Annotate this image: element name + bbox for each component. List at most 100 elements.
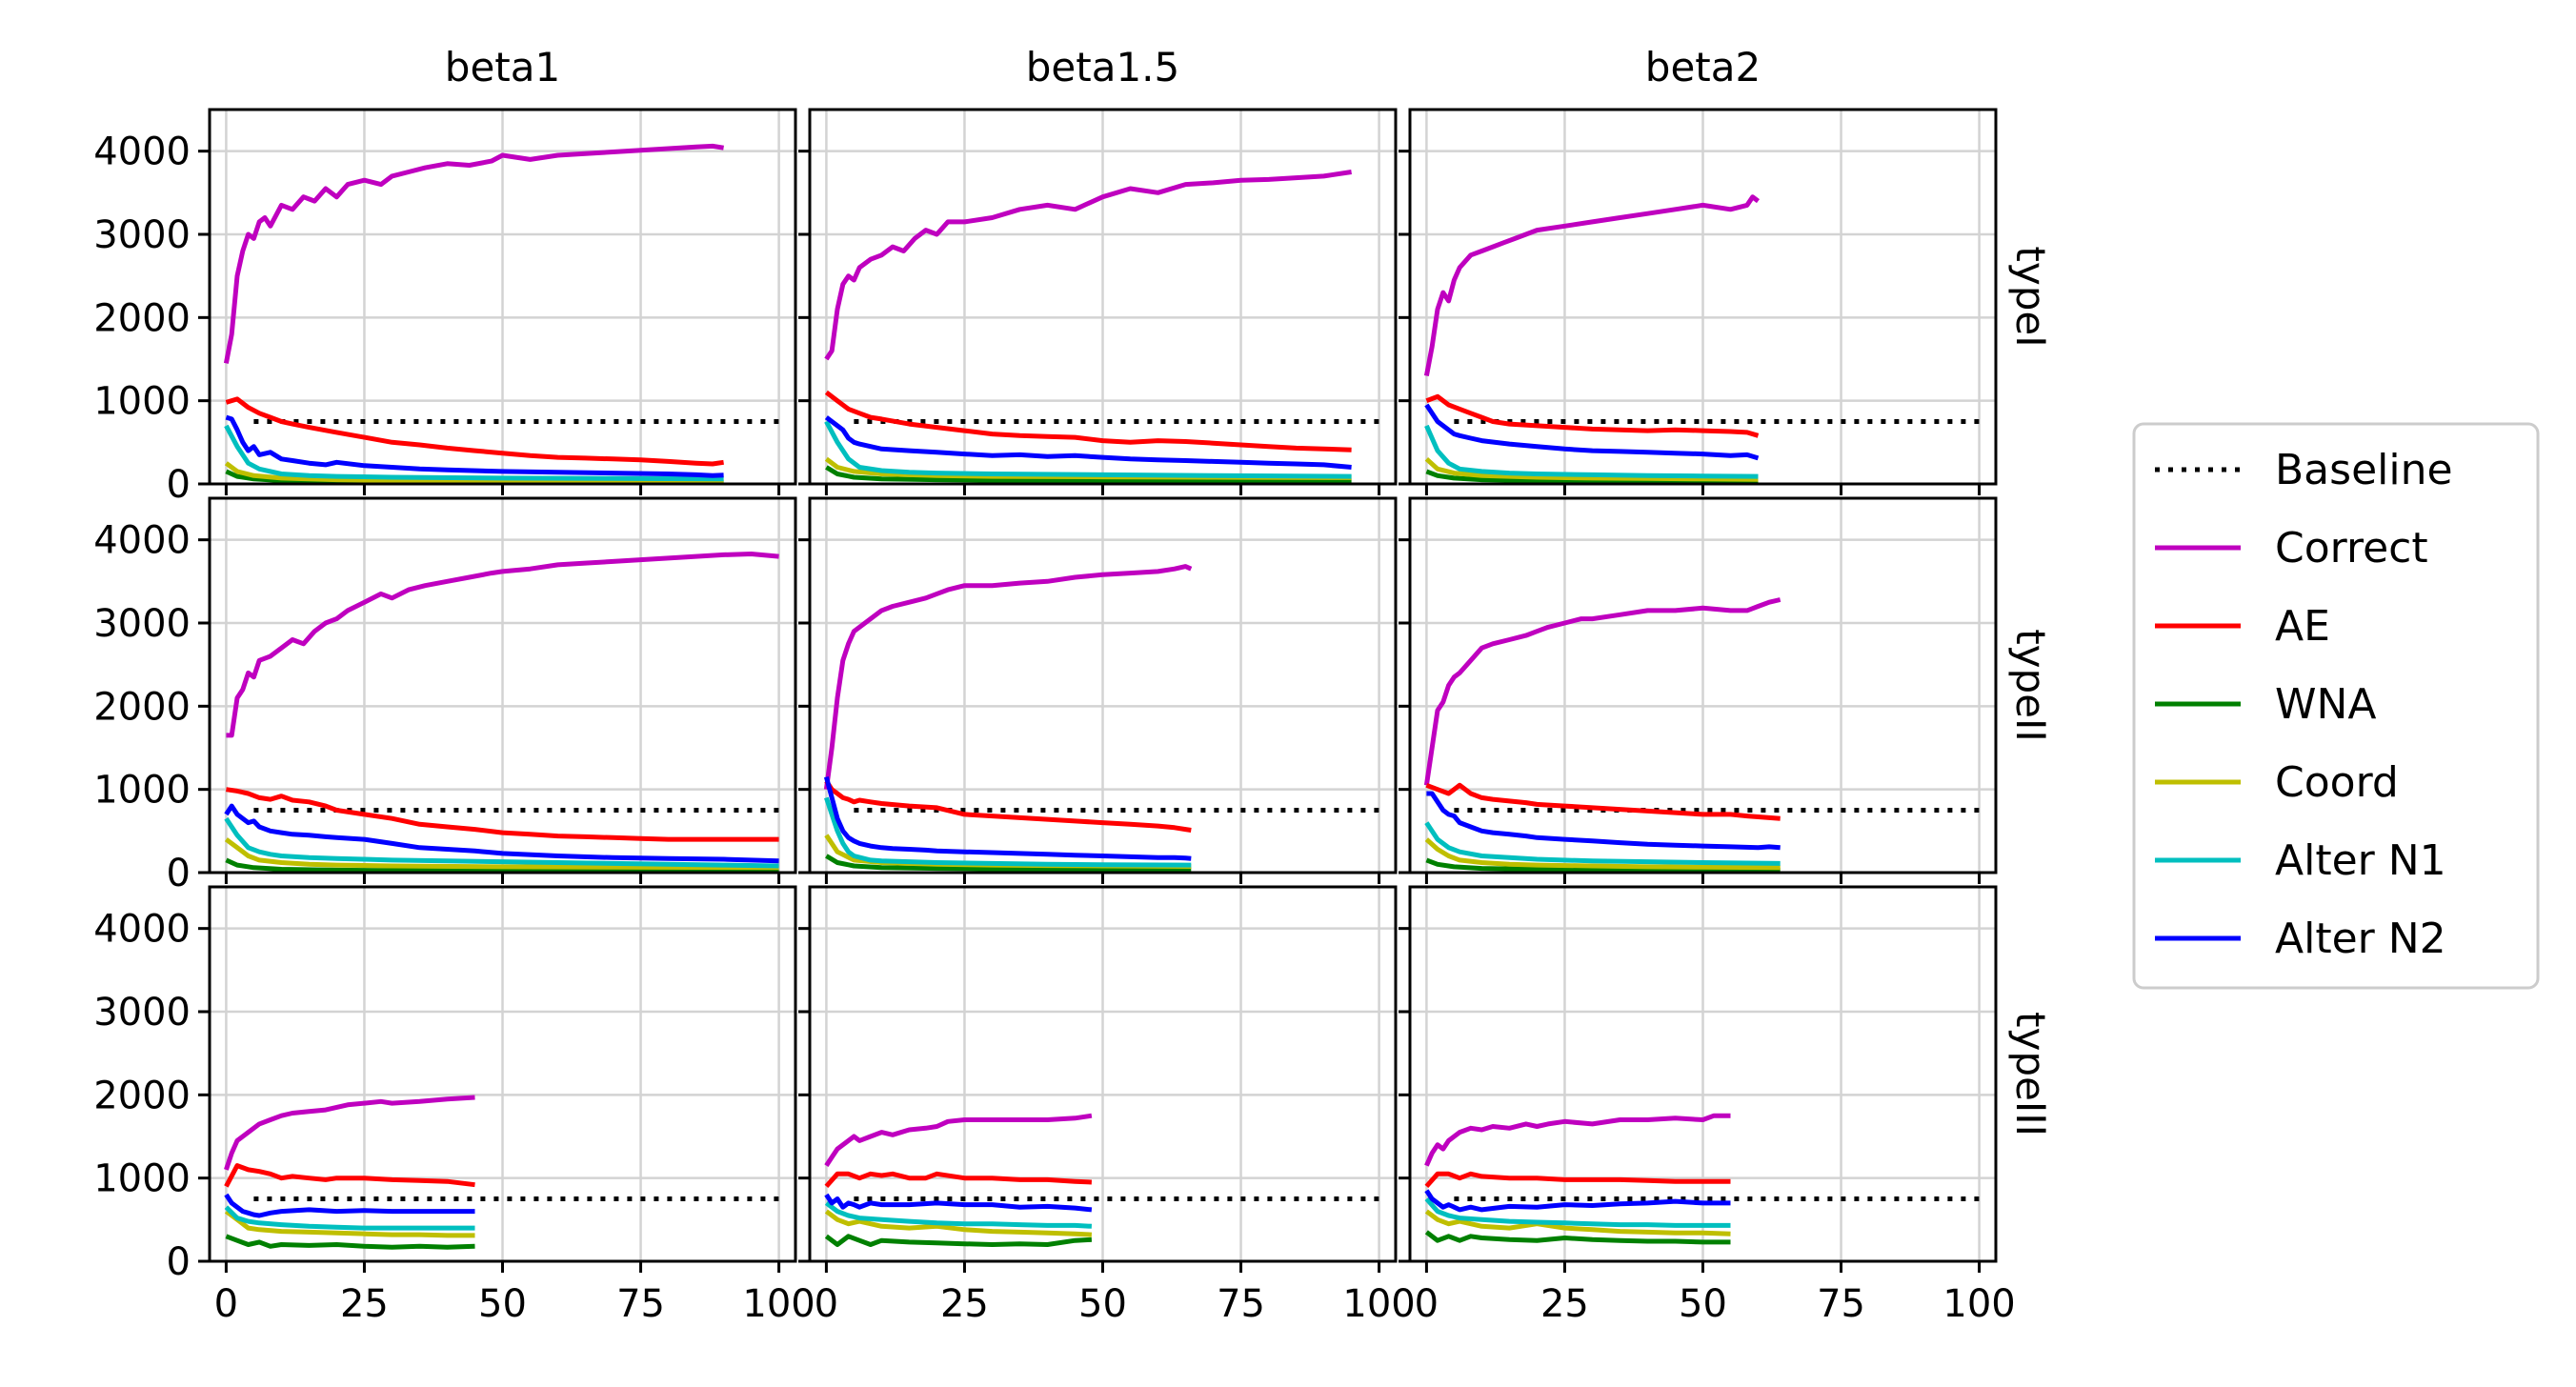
series-line-correct [223, 143, 724, 364]
series-line-ae [824, 1171, 1093, 1189]
y-tick-label: 3000 [93, 991, 191, 1035]
series-line-ae [224, 1163, 475, 1188]
series-group [1423, 194, 1980, 484]
x-tick-label: 0 [1415, 1282, 1439, 1326]
x-tick-label: 100 [1942, 1282, 2015, 1326]
x-tick-label: 100 [1342, 1282, 1415, 1326]
legend-label: WNA [2275, 680, 2377, 729]
series-line-coord [1424, 1209, 1731, 1236]
series-line-correct [1423, 597, 1781, 786]
y-tick-label: 2000 [93, 1074, 191, 1117]
y-tick-label: 3000 [93, 213, 191, 257]
series-line-alter-n1 [1424, 821, 1781, 866]
series-line-alter-n1 [224, 424, 724, 482]
series-line-wna [825, 854, 1192, 873]
series-line-alter-n2 [225, 414, 724, 478]
row-title: typeI [2007, 246, 2054, 347]
series-line-alter-n1 [224, 816, 779, 869]
legend-label: AE [2275, 602, 2330, 651]
y-tick-label: 1000 [93, 769, 191, 813]
panel-typeI-beta1: 0 1000 2000 3000 4000 beta1 [93, 44, 797, 507]
series-line-ae [225, 396, 724, 467]
x-tick-label: 0 [214, 1282, 238, 1326]
series-group [223, 143, 779, 484]
series-line-correct [824, 1113, 1093, 1167]
series-line-correct [1423, 194, 1761, 376]
x-tick-label: 50 [1078, 1282, 1127, 1326]
column-title: beta1 [445, 44, 560, 90]
series-group [824, 170, 1379, 484]
series-line-alter-n2 [224, 803, 779, 864]
series-line-coord [224, 1209, 475, 1238]
x-tick-label: 25 [340, 1282, 389, 1326]
panel-typeI-beta2: beta2 typeI [1399, 44, 2054, 495]
y-tick-label: 3000 [93, 602, 191, 646]
x-tick-label: 50 [1679, 1282, 1727, 1326]
series-line-wna [825, 465, 1352, 484]
x-tick-label: 25 [1540, 1282, 1589, 1326]
row-title: typeIII [2007, 1012, 2054, 1136]
y-tick-label: 2000 [93, 685, 191, 729]
series-line-correct [1424, 1113, 1731, 1167]
x-tick-label: 50 [478, 1282, 527, 1326]
series-line-alter-n2 [824, 415, 1352, 470]
series-line-correct [226, 552, 779, 738]
series-line-coord [1424, 837, 1781, 871]
y-tick-label: 4000 [93, 908, 191, 952]
x-tick-label: 75 [1817, 1282, 1865, 1326]
series-line-alter-n2 [1426, 791, 1781, 851]
y-tick-label: 2000 [93, 296, 191, 340]
legend-label: Baseline [2275, 446, 2453, 494]
panel-typeIII-beta1: 0 1000 2000 3000 4000 0 25 50 75 100 [93, 885, 815, 1326]
x-tick-label: 75 [616, 1282, 665, 1326]
y-tick-label: 0 [167, 463, 191, 507]
legend-label: Coord [2275, 758, 2399, 807]
y-tick-label: 4000 [93, 519, 191, 563]
series-line-correct [823, 564, 1193, 791]
series-line-correct [224, 1095, 475, 1171]
series-group [1423, 597, 1980, 873]
series-line-alter-n2 [1424, 403, 1760, 461]
y-tick-label: 1000 [93, 380, 191, 424]
series-group [823, 564, 1379, 873]
legend-label: Correct [2275, 524, 2428, 573]
panel-typeII-beta1.5 [798, 496, 1398, 884]
series-line-ae [1425, 393, 1760, 438]
x-tick-label: 25 [940, 1282, 989, 1326]
panel-typeI-beta1.5: beta1.5 [798, 44, 1398, 495]
legend-label: Alter N1 [2275, 836, 2446, 885]
series-line-wna [1425, 469, 1759, 484]
legend-frame [2132, 422, 2540, 990]
series-line-coord [1424, 456, 1759, 482]
series-line-alter-n2 [224, 1193, 475, 1218]
series-line-ae [1425, 782, 1781, 821]
series-group [1424, 1113, 1980, 1245]
column-title: beta2 [1645, 44, 1761, 90]
y-tick-label: 1000 [93, 1157, 191, 1201]
series-line-alter-n1 [824, 420, 1352, 479]
series-line-wna [824, 1234, 1093, 1247]
x-tick-label: 75 [1217, 1282, 1265, 1326]
y-tick-label: 0 [167, 852, 191, 895]
series-line-wna [225, 1234, 475, 1250]
y-tick-label: 0 [167, 1240, 191, 1284]
panel-typeIII-beta1.5: 0 25 50 75 100 [798, 885, 1416, 1326]
y-tick-label: 4000 [93, 131, 191, 174]
series-line-wna [225, 857, 779, 873]
series-line-coord [824, 1209, 1093, 1237]
legend: Baseline Correct AE WNA Coord Alter N1 Alter N… [2132, 422, 2540, 990]
panel-typeIII-beta2: 0 25 50 75 100 typeIII [1399, 885, 2054, 1326]
series-line-alter-n1 [224, 1205, 475, 1231]
legend-label: Alter N2 [2275, 915, 2446, 963]
series-line-wna [1424, 1230, 1731, 1245]
series-group [824, 1113, 1379, 1247]
series-line-alter-n2 [823, 775, 1192, 861]
series-line-ae [226, 787, 779, 842]
series-line-wna [1425, 857, 1781, 873]
panel-typeII-beta2: typeII [1399, 496, 2054, 884]
column-title: beta1.5 [1026, 44, 1180, 90]
series-line-alter-n1 [1424, 424, 1759, 479]
x-tick-label: 100 [742, 1282, 815, 1326]
series-line-alter-n2 [1424, 1189, 1731, 1213]
